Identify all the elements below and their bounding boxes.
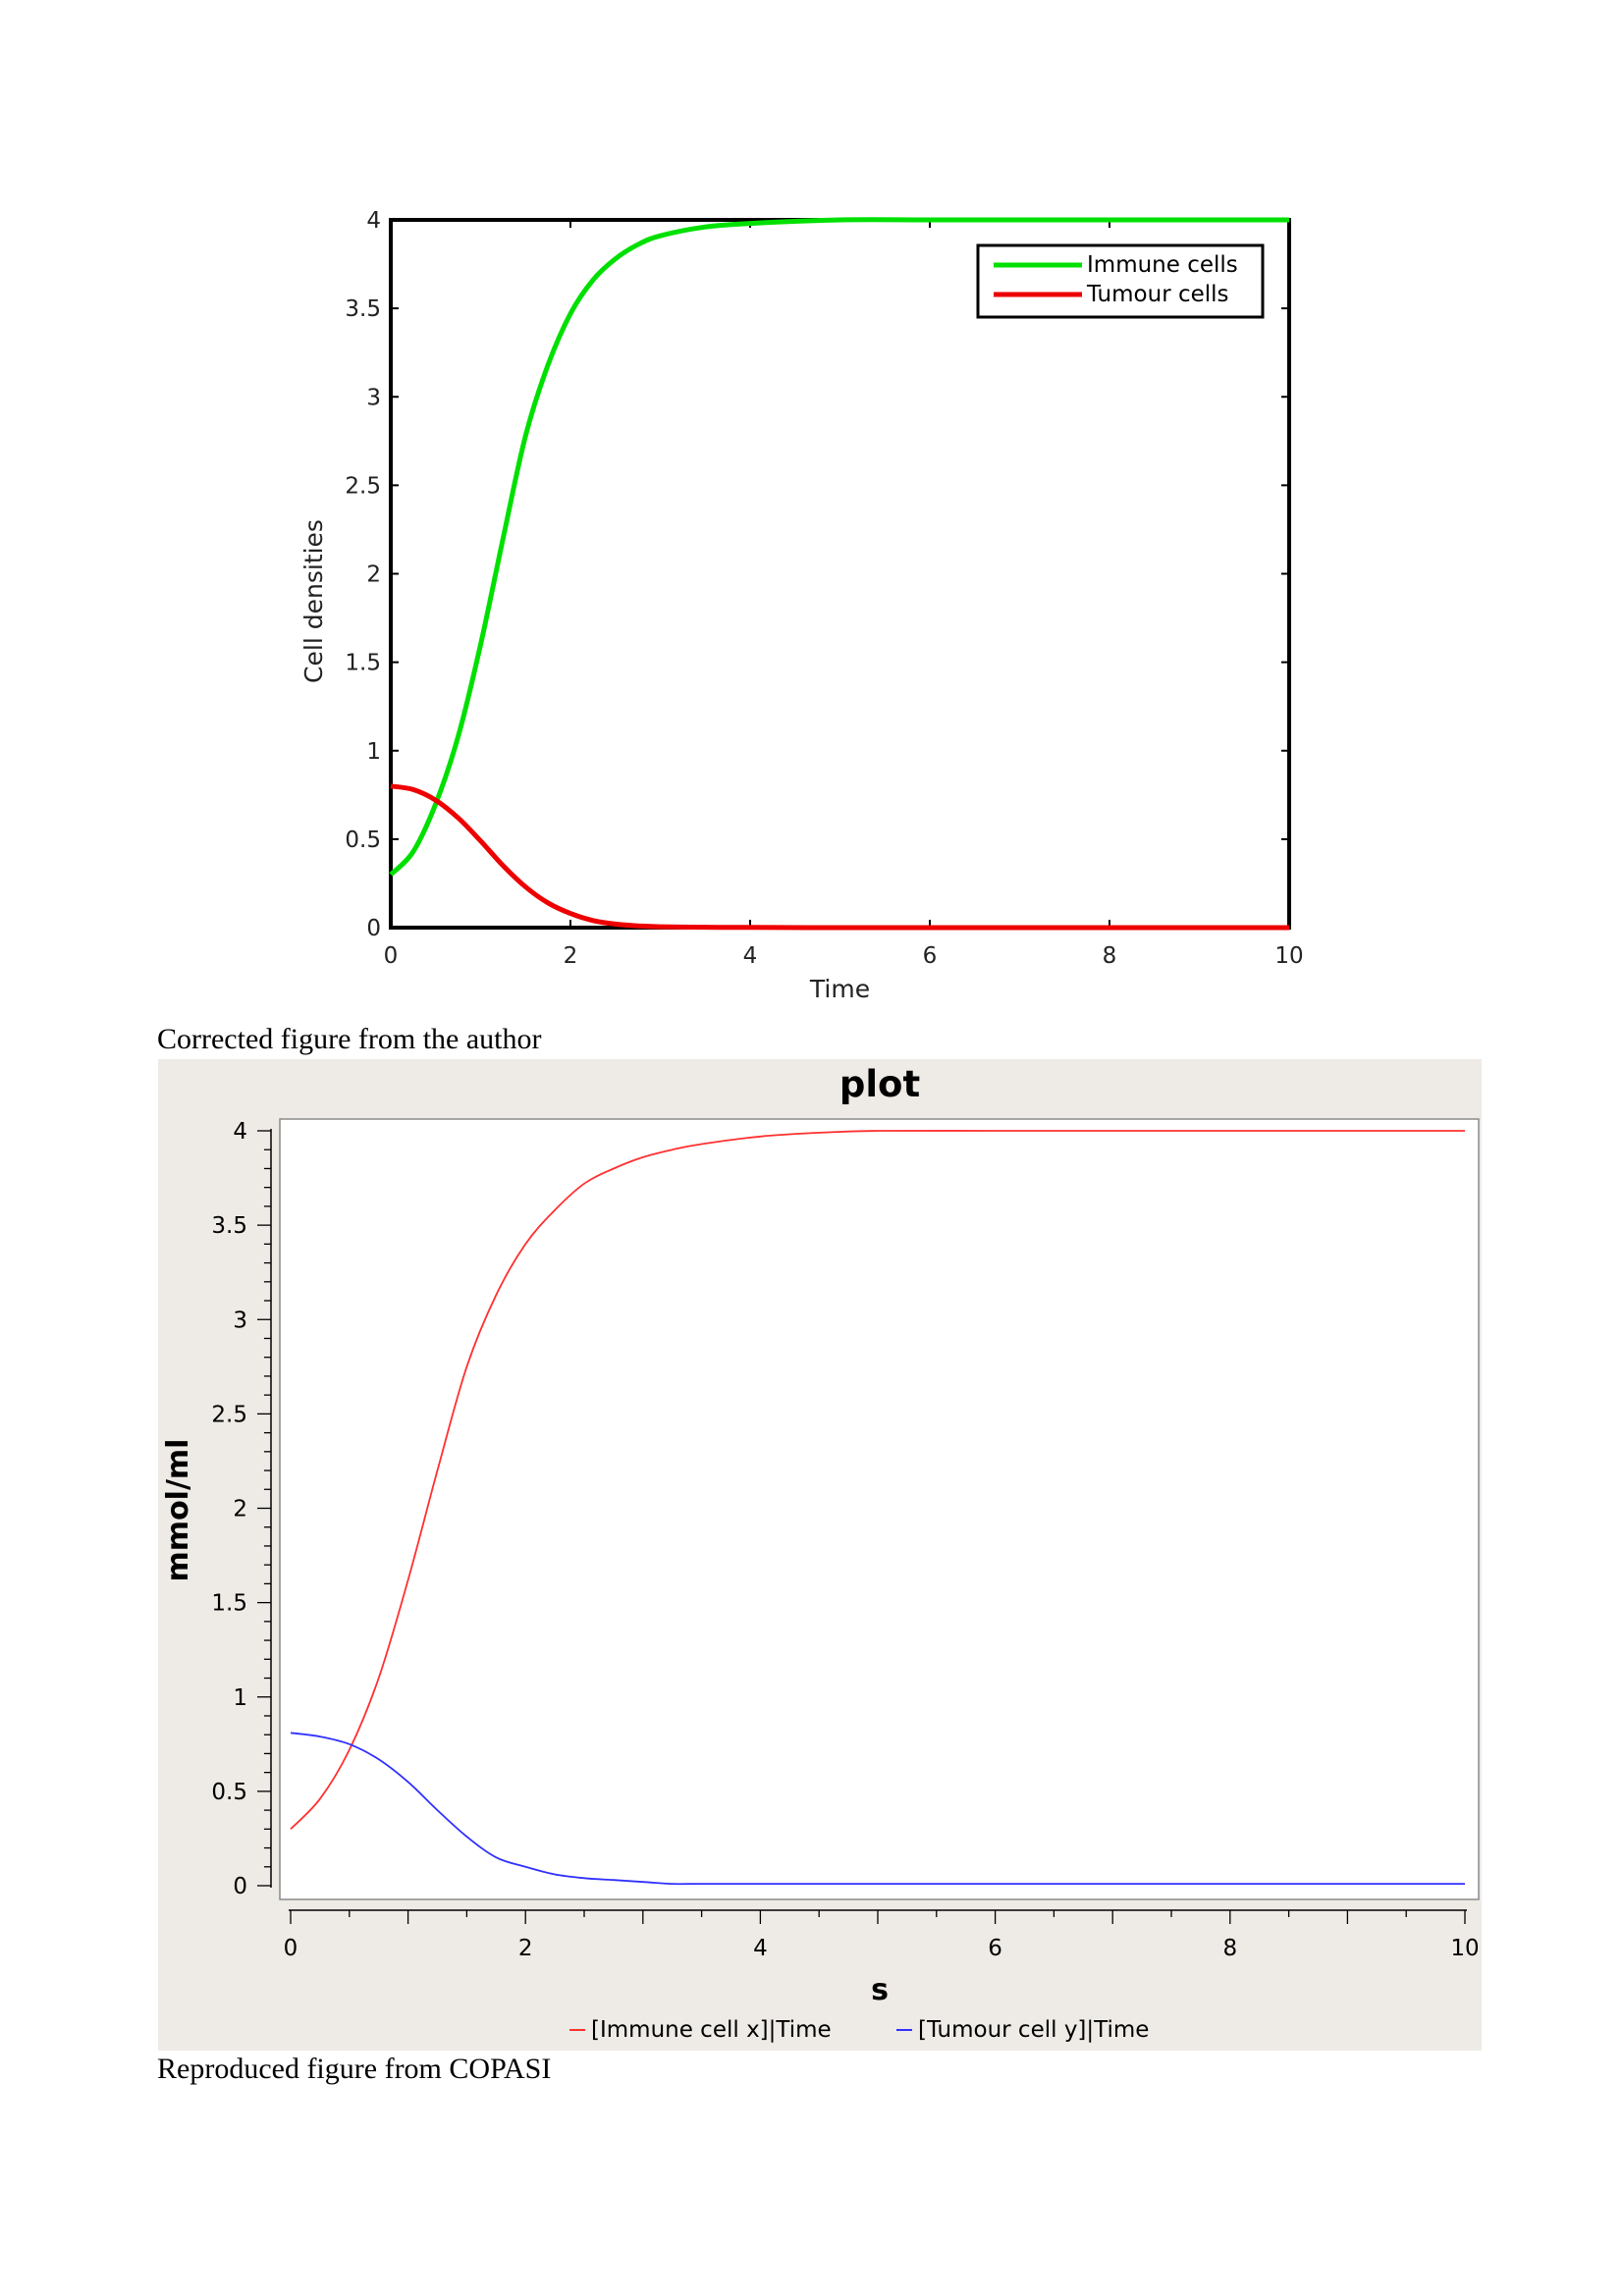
x-tick-label: 4 <box>753 1936 768 1961</box>
y-tick-label: 3.5 <box>345 296 381 322</box>
x-tick-label: 0 <box>384 943 399 969</box>
x-tick-label: 10 <box>1274 943 1303 969</box>
y-tick-label: 0 <box>366 916 381 941</box>
plot-frame <box>389 218 1291 930</box>
legend-label-tumour-cell-y-time: [Tumour cell y]|Time <box>918 2017 1149 2043</box>
y-tick-label: 2.5 <box>211 1402 247 1427</box>
x-axis-label: s <box>871 1973 889 2007</box>
chart-copasi-plot: plot 0 0.5 1 1.5 2 2.5 3 3.5 4 mmol/ml 0 2 4 6 8 10 s [Imm… <box>161 1063 1480 2043</box>
legend-box <box>976 243 1265 319</box>
y-tick-label: 1 <box>233 1685 247 1711</box>
y-axis-label: mmol/ml <box>161 1439 195 1582</box>
x-tick-label: 2 <box>518 1936 533 1961</box>
plot-canvas <box>279 1118 1480 1900</box>
x-tick-label: 6 <box>923 943 938 969</box>
chart-title: plot <box>839 1063 920 1105</box>
y-tick-label: 1.5 <box>345 651 381 676</box>
y-tick-label: 1 <box>366 739 381 765</box>
legend-label-tumour-cells: Tumour cells <box>1086 282 1229 307</box>
y-tick-label: 0 <box>233 1874 247 1899</box>
x-tick-label: 8 <box>1222 1936 1237 1961</box>
y-tick-label: 2.5 <box>345 473 381 499</box>
series-line-immune-cell-x-time <box>290 1129 1465 1830</box>
y-tick-label: 2 <box>366 562 381 588</box>
y-tick-label: 1.5 <box>211 1591 247 1617</box>
y-tick-label: 4 <box>233 1119 247 1145</box>
y-tick-label: 0.5 <box>345 828 381 853</box>
y-axis-label: Cell densities <box>299 519 328 683</box>
y-tick-label: 3.5 <box>211 1213 247 1239</box>
x-axis-label: Time <box>809 975 870 1003</box>
series-line-immune-cells <box>389 217 1289 877</box>
x-tick-label: 10 <box>1450 1936 1479 1961</box>
y-tick-label: 4 <box>366 208 381 234</box>
y-tick-label: 3 <box>366 385 381 410</box>
x-tick-label: 2 <box>564 943 578 969</box>
series-line-tumour-cell-y-time <box>290 1732 1465 1886</box>
chart-cell-densities: 0 0.5 1 1.5 2 2.5 3 3.5 4 0 2 4 6 8 10 Time Cell densiti… <box>299 208 1304 1003</box>
legend-label-immune-cells: Immune cells <box>1087 252 1238 278</box>
y-tick-label: 0.5 <box>211 1780 247 1805</box>
caption-reproduced-figure: Reproduced figure from COPASI <box>157 2053 552 2085</box>
y-tick-label: 2 <box>233 1497 247 1522</box>
x-tick-label: 4 <box>743 943 758 969</box>
series-line-tumour-cells <box>390 783 1289 931</box>
x-tick-label: 0 <box>284 1936 298 1961</box>
x-tick-label: 6 <box>988 1936 1002 1961</box>
y-tick-label: 3 <box>233 1308 247 1333</box>
caption-corrected-figure: Corrected figure from the author <box>157 1023 542 1055</box>
x-tick-label: 8 <box>1103 943 1117 969</box>
legend-label-immune-cell-x-time: [Immune cell x]|Time <box>591 2017 832 2043</box>
